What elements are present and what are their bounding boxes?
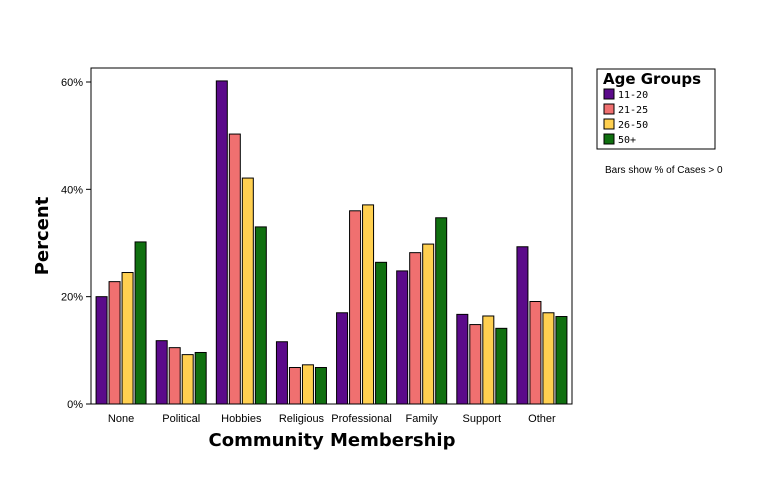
bar-21-25-none [108, 281, 121, 405]
bar-50+-professional [375, 261, 388, 405]
x-tick-label: None [108, 413, 134, 425]
x-tick-label: Support [463, 413, 502, 425]
legend-box [596, 68, 716, 150]
bar-50+-none [134, 241, 147, 405]
bar-50+-other [555, 316, 568, 405]
chart-note: Bars show % of Cases > 0 [605, 165, 723, 176]
legend-label: 50+ [618, 135, 636, 146]
bar-26-50-professional [362, 204, 375, 405]
bar-26-50-hobbies [241, 177, 254, 405]
bar-26-50-family [422, 243, 435, 405]
bar-11-20-professional [336, 312, 349, 405]
bar-26-50-religious [301, 364, 314, 405]
bar-21-25-other [529, 300, 542, 405]
bar-50+-hobbies [254, 226, 267, 405]
y-tick-label: 20% [61, 292, 83, 304]
bar-11-20-none [95, 296, 108, 405]
bar-11-20-political [155, 340, 168, 405]
bar-50+-political [194, 351, 207, 405]
x-tick-label: Professional [331, 413, 392, 425]
bar-21-25-family [409, 252, 422, 405]
bar-11-20-hobbies [215, 80, 228, 405]
bar-26-50-none [121, 272, 134, 405]
x-tick-label: Other [528, 413, 556, 425]
bar-50+-family [435, 217, 448, 405]
bar-21-25-professional [349, 210, 362, 405]
legend-swatch [603, 133, 615, 145]
bar-26-50-political [181, 354, 194, 405]
bar-11-20-support [456, 313, 469, 405]
bar-21-25-political [168, 347, 181, 405]
legend-label: 21-25 [618, 105, 648, 116]
x-tick-label: Family [405, 413, 438, 425]
legend-label: 11-20 [618, 90, 648, 101]
bar-11-20-religious [275, 341, 288, 405]
x-axis: None Political Hobbies Religious Professiona… [108, 413, 556, 425]
bar-11-20-family [396, 270, 409, 405]
bar-50+-religious [314, 367, 327, 405]
y-tick-label: 40% [61, 184, 83, 196]
x-tick-label: Hobbies [221, 413, 262, 425]
legend-swatch [603, 103, 615, 115]
legend-label: 26-50 [618, 120, 648, 131]
bar-21-25-hobbies [228, 133, 241, 405]
bar-11-20-other [516, 246, 529, 405]
bar-50+-support [495, 327, 508, 405]
y-axis-title: Percent [32, 196, 53, 275]
bar-26-50-other [542, 312, 555, 405]
bars [95, 80, 568, 405]
legend-items: 11-20 21-25 26-50 50+ [603, 88, 648, 146]
legend: Age Groups 11-20 21-25 26-50 50+ [596, 68, 716, 150]
y-tick-label: 0% [67, 399, 83, 411]
x-tick-label: Religious [279, 413, 325, 425]
y-tick-label: 60% [61, 77, 83, 89]
bar-21-25-support [469, 324, 482, 405]
bar-21-25-religious [288, 367, 301, 405]
x-tick-label: Political [162, 413, 200, 425]
y-axis: 0% 20% 40% 60% [61, 77, 91, 411]
legend-swatch [603, 118, 615, 130]
x-axis-title: Community Membership [209, 430, 456, 451]
legend-swatch [603, 88, 615, 100]
legend-title: Age Groups [603, 70, 701, 88]
bar-26-50-support [482, 315, 495, 405]
